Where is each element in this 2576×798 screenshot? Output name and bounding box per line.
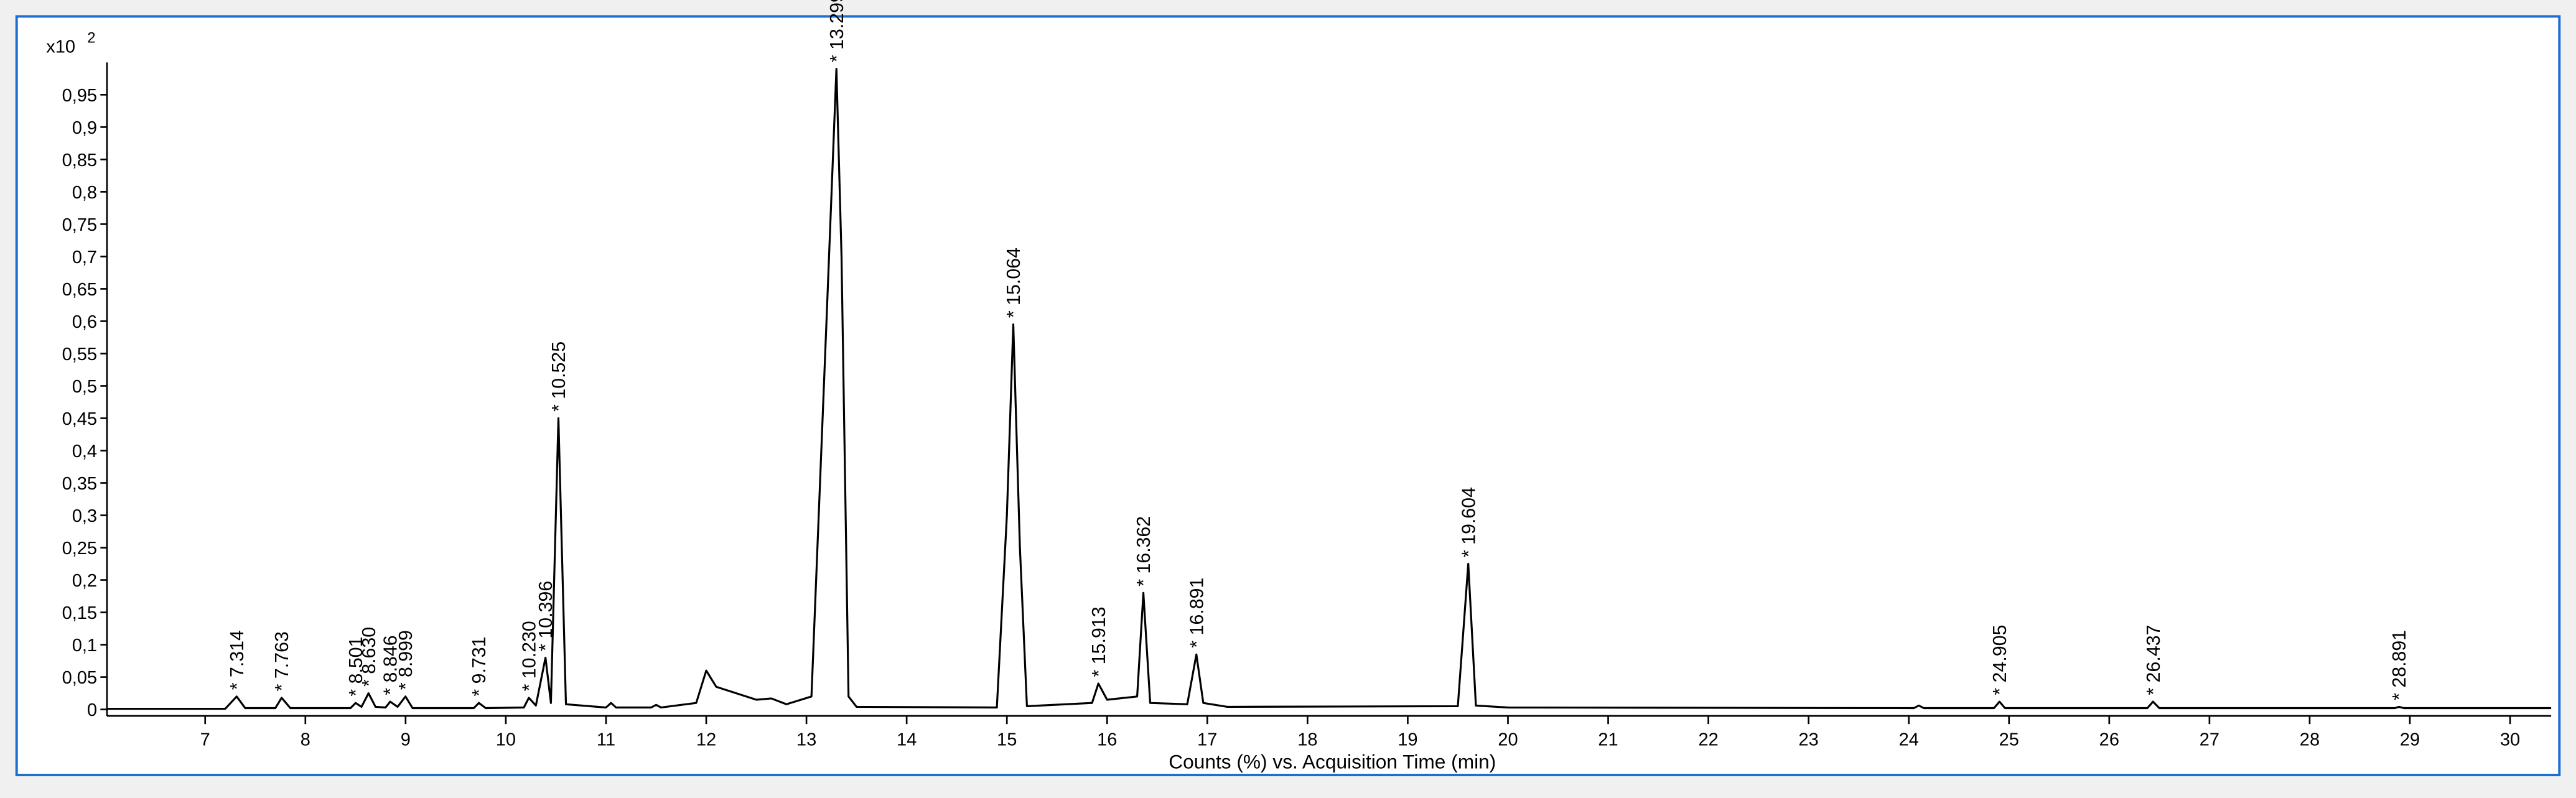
y-tick-label: 0,05 [62,668,97,688]
x-tick-label: 18 [1297,730,1317,750]
y-tick-label: 0 [87,700,97,720]
peak-label: * 16.891 [1187,578,1207,648]
x-tick-label: 23 [1799,730,1819,750]
x-tick-label: 21 [1598,730,1618,750]
y-tick-label: 0,1 [72,636,97,656]
x-tick-label: 27 [2200,730,2219,750]
y-tick-label: 0,25 [62,539,97,559]
peak-label: * 13.299 [827,0,847,62]
x-tick-label: 28 [2300,730,2320,750]
x-tick-label: 7 [200,730,210,750]
peak-label: * 10.525 [549,341,569,412]
y-tick-label: 0,55 [62,345,97,364]
peak-label: * 8.501 [346,636,366,696]
peak-label: * 8.846 [381,635,401,695]
x-tick-label: 10 [496,730,516,750]
peak-label: * 19.604 [1458,487,1479,557]
y-tick-label: 0,45 [62,409,97,429]
y-tick-label: 0,85 [62,151,97,170]
x-tick-label: 19 [1398,730,1417,750]
peak-label: * 7.763 [272,631,292,691]
peak-label: * 10.396 [536,581,556,651]
y-tick-label: 0,75 [62,215,97,235]
y-tick-label: 0,65 [62,280,97,300]
x-tick-label: 24 [1899,730,1919,750]
y-tick-label: 0,35 [62,474,97,494]
x-tick-label: 30 [2500,730,2520,750]
x-tick-label: 15 [997,730,1017,750]
chart-frame [15,15,2561,777]
peak-label: * 15.913 [1089,606,1109,677]
peak-label: * 15.064 [1004,248,1024,318]
y-tick-label: 0,7 [72,248,97,267]
x-tick-label: 17 [1197,730,1217,750]
x-tick-label: 16 [1097,730,1117,750]
peak-label: * 7.314 [227,630,248,690]
peak-label: * 28.891 [2389,630,2410,700]
x-tick-label: 8 [301,730,310,750]
y-tick-label: 0,9 [72,118,97,138]
peak-label: * 8.999 [396,630,416,690]
x-tick-label: 20 [1498,730,1518,750]
y-tick-label: 0,5 [72,377,97,397]
y-tick-label: 0,3 [72,506,97,526]
x-tick-label: 9 [401,730,411,750]
x-tick-label: 14 [897,730,917,750]
y-tick-label: 0,8 [72,183,97,203]
y-scale-exponent: 2 [87,30,95,47]
y-scale-label: x10 [46,37,75,57]
y-tick-label: 0,15 [62,603,97,623]
x-tick-label: 26 [2099,730,2119,750]
x-tick-label: 25 [1999,730,2019,750]
x-tick-label: 11 [597,730,615,750]
trace [106,68,2552,710]
x-tick-label: 29 [2400,730,2420,750]
peak-label: * 9.731 [469,636,490,696]
y-tick-label: 0,2 [72,571,97,591]
peak-label: * 10.230 [520,621,540,691]
y-tick-label: 0,4 [72,442,97,462]
peak-label: * 24.905 [1990,624,2010,695]
peak-label: * 26.437 [2144,624,2164,695]
x-tick-label: 22 [1698,730,1718,750]
y-tick-label: 0,95 [62,86,97,106]
y-tick-label: 0,6 [72,312,97,332]
x-tick-label: 12 [696,730,716,750]
x-axis-label: Counts (%) vs. Acquisition Time (min) [1169,750,1496,772]
peak-label: * 8.630 [359,627,380,687]
peak-label: * 16.362 [1134,516,1154,587]
x-tick-label: 13 [796,730,816,750]
